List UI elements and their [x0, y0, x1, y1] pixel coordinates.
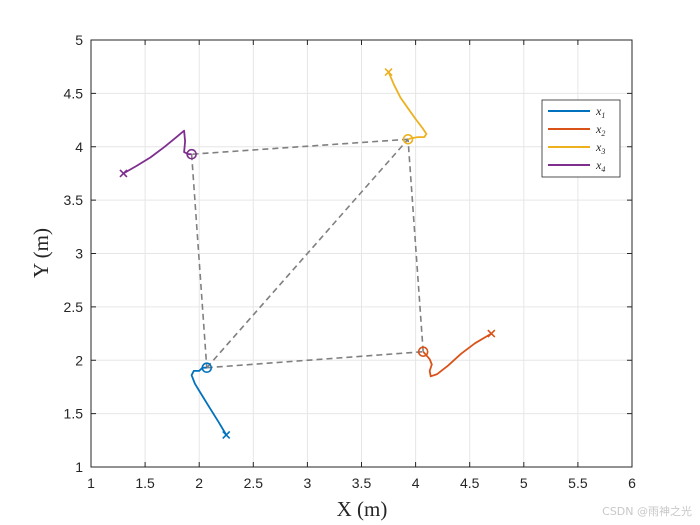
y-tick-label: 2 — [75, 352, 83, 368]
start-marker-x2 — [487, 329, 496, 338]
x-tick-label: 3 — [304, 475, 312, 491]
x-tick-label: 1.5 — [135, 475, 155, 491]
series-lines — [119, 67, 496, 440]
y-tick-label: 2.5 — [64, 299, 84, 315]
start-marker-x3 — [384, 67, 393, 77]
watermark: CSDN @雨神之光 — [602, 505, 692, 518]
formation-edge — [407, 139, 424, 352]
y-tick-label: 3.5 — [64, 192, 84, 208]
x-tick-label: 2.5 — [244, 475, 264, 491]
y-tick-label: 3 — [75, 246, 83, 262]
end-marker-x4 — [186, 148, 197, 160]
x-axis-label: X (m) — [337, 497, 388, 521]
y-tick-label: 1 — [75, 459, 83, 475]
legend: x1 x2 x3 x4 — [541, 99, 621, 178]
legend-label-x2: x2 — [595, 122, 605, 138]
end-marker-x3 — [402, 133, 414, 145]
legend-label-x4: x4 — [595, 158, 605, 174]
legend-label-x1: x1 — [595, 104, 605, 120]
x-tick-label: 1 — [87, 475, 95, 491]
x-tick-label: 6 — [628, 475, 636, 491]
series-line-x3 — [387, 71, 428, 141]
y-tick-label: 4 — [75, 139, 83, 155]
series-line-x1 — [190, 366, 228, 436]
series-line-x2 — [422, 332, 492, 378]
y-tick-labels: 1 1.5 2 2.5 3 3.5 4 4.5 5 — [64, 32, 632, 475]
formation-edge — [191, 138, 409, 156]
end-marker-x1 — [201, 362, 213, 374]
x-tick-label: 4.5 — [460, 475, 480, 491]
x-tick-label: 3.5 — [352, 475, 372, 491]
x-tick-label: 2 — [195, 475, 203, 491]
end-marker-x2 — [417, 346, 429, 358]
x-tick-labels: 1 1.5 2 2.5 3 3.5 4 4.5 5 5.5 6 — [87, 40, 636, 491]
start-marker-x1 — [222, 430, 231, 440]
formation-edges — [190, 138, 424, 369]
x-tick-label: 5.5 — [568, 475, 588, 491]
y-tick-label: 5 — [75, 32, 83, 48]
x-tick-label: 5 — [520, 475, 528, 491]
y-tick-label: 1.5 — [64, 406, 84, 422]
start-marker-x4 — [119, 169, 128, 178]
formation-edge — [206, 350, 424, 369]
y-axis-label: Y (m) — [29, 228, 53, 278]
legend-label-x3: x3 — [595, 140, 605, 156]
series-line-x4 — [123, 129, 192, 175]
formation-edge — [206, 138, 409, 369]
y-tick-label: 4.5 — [64, 85, 84, 101]
x-tick-label: 4 — [412, 475, 420, 491]
formation-edge — [190, 154, 208, 368]
